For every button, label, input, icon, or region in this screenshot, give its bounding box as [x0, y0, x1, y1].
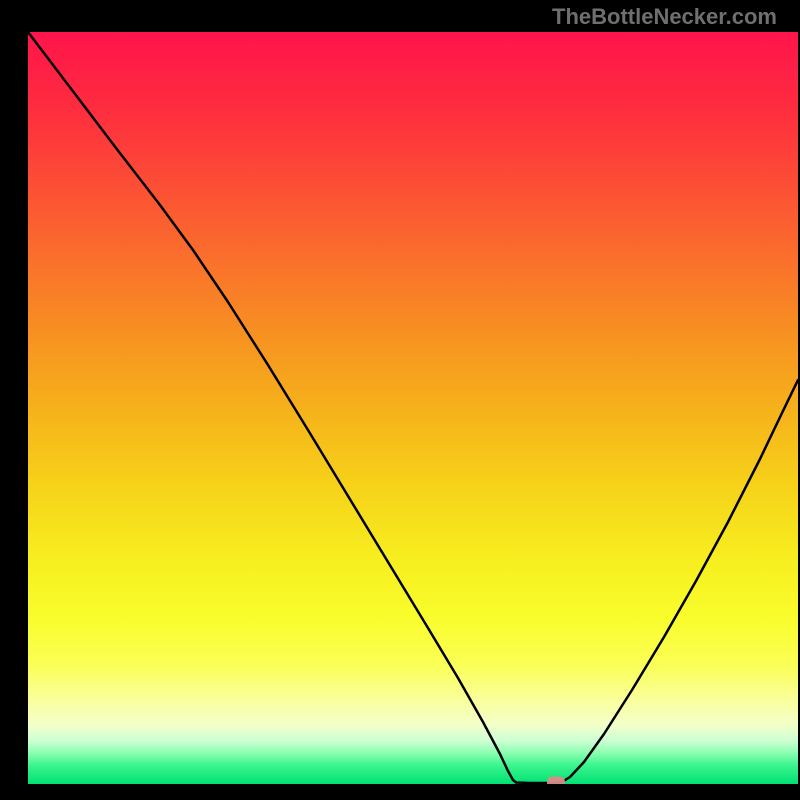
curve-path [28, 32, 798, 783]
chart-frame: TheBottleNecker.com [0, 0, 800, 800]
watermark-text: TheBottleNecker.com [552, 4, 777, 30]
optimal-point-marker [547, 777, 565, 785]
plot-area [28, 32, 798, 784]
bottleneck-curve [28, 32, 798, 784]
